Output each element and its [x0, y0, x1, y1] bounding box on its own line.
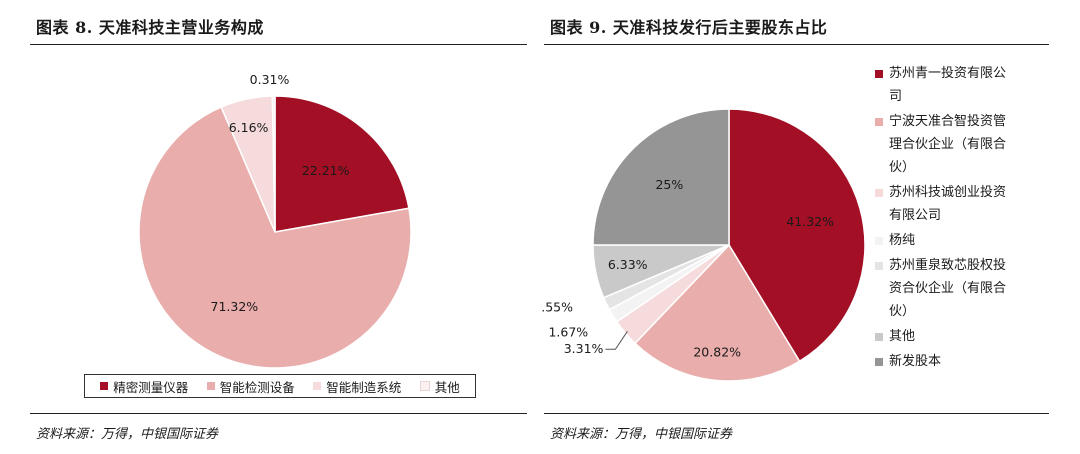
- legend-swatch: [875, 70, 883, 78]
- legend-label-line: 苏州科技诚创业投资: [889, 185, 1007, 200]
- pie-slice-ningbo-tianzhun-hezhi: [633, 243, 801, 382]
- legend-item-ningbo-tianzhun-hezhi: 宁波天准合智投资管 理合伙企业（有限合 伙）: [875, 110, 1025, 179]
- legend-label-line: 苏州青一投资有限公: [889, 66, 1007, 81]
- pie-legend: 苏州青一投资有限公司宁波天准合智投资管 理合伙企业（有限合 伙） 苏州科技诚创业投资有…: [875, 62, 1025, 375]
- legend-label: 其他: [434, 379, 460, 395]
- legend-swatch: [206, 382, 215, 390]
- data-label-yang-chun: 1.67%: [548, 325, 588, 340]
- legend-label-line: 新发股本: [889, 354, 942, 369]
- legend-item-new-shares: 新发股本: [875, 350, 1025, 373]
- legend-label-line: 司: [889, 89, 903, 104]
- legend-label-line: 杨纯: [889, 233, 916, 248]
- legend-item-suzhou-kejicheng: 苏州科技诚创业投资 有限公司: [875, 181, 1025, 227]
- pie-slice-intelligent-inspection: [138, 106, 412, 369]
- title-rule: [544, 44, 1049, 45]
- data-label-suzhou-kejicheng: 3.31%: [564, 341, 604, 356]
- source-note: 资料来源：万得，中银国际证券: [36, 427, 219, 442]
- source-rule: [544, 413, 1049, 414]
- legend-item-other: 其他: [419, 377, 460, 396]
- pie-slice-precision-measurement: [274, 95, 410, 233]
- figure-9-title: 图表 9. 天准科技发行后主要股东占比: [550, 18, 828, 37]
- data-label-others: 6.33%: [608, 257, 648, 272]
- legend-label-line: 资合伙企业（有限合: [889, 281, 1007, 296]
- legend-swatch: [875, 262, 883, 270]
- data-label-precision-measurement: 22.21%: [302, 163, 350, 178]
- legend-label-line: 宁波天准合智投资管: [889, 114, 1007, 129]
- legend-item-intelligent-inspection: 智能检测设备: [206, 377, 295, 396]
- data-label-ningbo-tianzhun-hezhi: 20.82%: [693, 345, 741, 360]
- data-label-other: 0.31%: [250, 72, 290, 87]
- pie-slice-new-shares: [592, 108, 730, 246]
- legend-swatch: [875, 118, 883, 126]
- legend-label: 精密测量仪器: [113, 379, 189, 395]
- data-label-new-shares: 25%: [655, 177, 683, 192]
- legend-item-intelligent-manufacturing: 智能制造系统: [313, 377, 401, 396]
- legend-item-others: 其他: [875, 325, 1025, 348]
- legend-label-line: 苏州重泉致芯股权投: [889, 258, 1007, 273]
- data-label-suzhou-chongquan: 1.55%: [540, 299, 573, 314]
- legend-item-precision-measurement: 精密测量仪器: [100, 377, 188, 396]
- legend-swatch: [875, 237, 883, 245]
- legend-swatch: [419, 381, 430, 391]
- figure-8-title: 图表 8. 天准科技主营业务构成: [36, 18, 264, 37]
- title-rule: [30, 44, 527, 45]
- legend-label-line: 理合伙企业（有限合: [889, 137, 1007, 152]
- legend-label-line: 伙）: [889, 304, 916, 319]
- legend-swatch: [875, 189, 883, 197]
- data-label-suzhou-qingyi: 41.32%: [786, 214, 834, 229]
- data-label-intelligent-inspection: 71.32%: [211, 299, 259, 314]
- legend-swatch: [100, 382, 109, 390]
- figure-8-panel: 图表 8. 天准科技主营业务构成 22.21% 71.32% 6.16% 0.31% …: [0, 0, 530, 454]
- pie-slice-other: [271, 95, 276, 233]
- legend-label: 智能制造系统: [326, 379, 402, 395]
- legend-swatch: [875, 333, 883, 341]
- business-composition-pie: 22.21% 71.32% 6.16% 0.31%: [138, 72, 412, 369]
- data-label-intelligent-manufacturing: 6.16%: [229, 120, 269, 135]
- legend-swatch: [875, 358, 883, 366]
- source-note: 资料来源：万得，中银国际证券: [550, 427, 733, 442]
- leader-line: [605, 331, 628, 350]
- source-rule: [30, 413, 527, 414]
- legend-label-line: 有限公司: [889, 208, 942, 223]
- figure-9-panel: 图表 9. 天准科技发行后主要股东占比 41.32% 20.82% 3.31% 1.6…: [540, 0, 1080, 454]
- pie-slice-suzhou-qingyi: [728, 108, 866, 363]
- legend-swatch: [313, 382, 322, 390]
- legend-label-line: 伙）: [889, 160, 916, 175]
- shareholder-structure-pie: 41.32% 20.82% 3.31%1.67% 1.55% 6.33% 25%: [540, 108, 866, 382]
- legend-label: 智能检测设备: [219, 379, 295, 395]
- legend-item-suzhou-chongquan: 苏州重泉致芯股权投 资合伙企业（有限合 伙）: [875, 254, 1025, 323]
- legend-item-yang-chun: 杨纯: [875, 229, 1025, 252]
- legend-item-suzhou-qingyi: 苏州青一投资有限公司: [875, 62, 1025, 108]
- legend-label-line: 其他: [889, 329, 916, 344]
- pie-legend: 精密测量仪器 智能检测设备 智能制造系统 其他: [84, 374, 476, 398]
